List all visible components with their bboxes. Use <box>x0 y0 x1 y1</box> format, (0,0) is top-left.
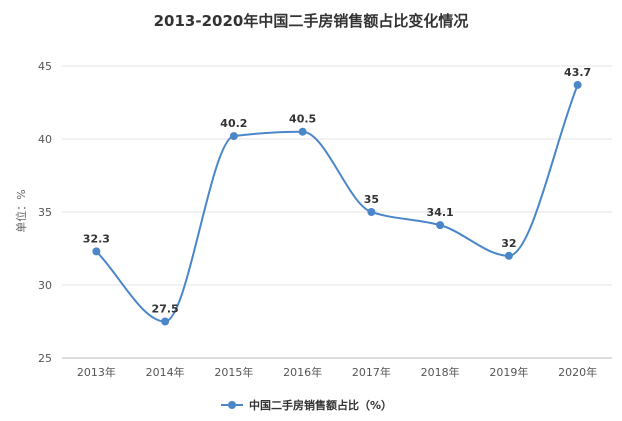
data-label: 40.5 <box>289 113 316 126</box>
x-tick-label: 2020年 <box>558 365 597 379</box>
legend-label: 中国二手房销售额占比（%） <box>249 398 392 412</box>
y-tick-label: 30 <box>38 279 52 292</box>
series-line <box>95 84 579 323</box>
data-point[interactable] <box>161 317 170 326</box>
data-label: 35 <box>364 193 379 206</box>
data-point[interactable] <box>92 247 101 256</box>
y-tick-label: 40 <box>38 133 52 146</box>
x-tick-label: 2017年 <box>352 365 391 379</box>
legend-marker <box>228 401 236 409</box>
data-point[interactable] <box>436 221 445 230</box>
x-tick-label: 2014年 <box>146 365 185 379</box>
y-tick-label: 25 <box>38 352 52 365</box>
x-tick-label: 2019年 <box>489 365 528 379</box>
data-point[interactable] <box>504 251 513 260</box>
data-points <box>92 80 582 326</box>
data-point[interactable] <box>367 208 376 216</box>
y-tick-label: 35 <box>38 206 52 219</box>
y-ticks: 25 30 35 40 45 <box>38 60 52 365</box>
data-point[interactable] <box>229 132 238 141</box>
x-tick-label: 2016年 <box>283 365 322 379</box>
data-label: 34.1 <box>427 206 454 219</box>
x-tick-label: 2013年 <box>77 365 116 379</box>
grid-lines <box>62 65 612 359</box>
x-tick-label: 2018年 <box>421 365 460 379</box>
x-tick-label: 2015年 <box>214 365 253 379</box>
chart-title: 2013-2020年中国二手房销售额占比变化情况 <box>154 12 469 30</box>
y-tick-label: 45 <box>38 60 52 73</box>
data-point[interactable] <box>298 127 307 136</box>
data-label: 40.2 <box>220 117 247 130</box>
data-label: 27.5 <box>152 303 179 316</box>
y-axis-label: 单位：% <box>14 189 28 232</box>
data-label: 43.7 <box>564 66 591 79</box>
data-label: 32.3 <box>83 232 110 245</box>
legend[interactable]: 中国二手房销售额占比（%） <box>221 398 392 412</box>
x-ticks: 2013年 2014年 2015年 2016年 2017年 2018年 2019年 2020年 <box>77 365 597 379</box>
data-labels: 32.3 27.5 40.2 40.5 35 34.1 32 43.7 <box>83 66 591 316</box>
data-point[interactable] <box>573 80 582 89</box>
data-label: 32 <box>501 237 516 250</box>
